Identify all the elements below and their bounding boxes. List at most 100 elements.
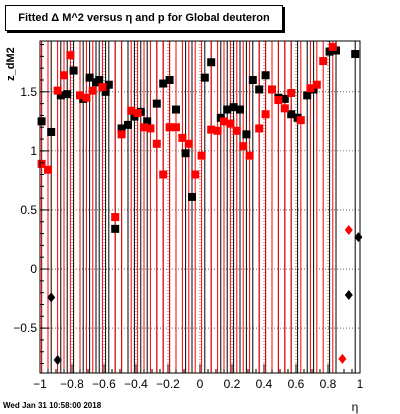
square-marker <box>220 117 228 126</box>
square-marker <box>53 86 62 95</box>
square-marker <box>66 51 75 60</box>
square-marker <box>191 170 200 179</box>
square-marker <box>188 192 196 201</box>
square-marker <box>127 106 136 115</box>
square-marker <box>117 124 126 133</box>
square-marker <box>140 123 148 132</box>
x-tick-label: −0.6 <box>92 377 116 391</box>
y-tick-label: 1.5 <box>20 85 37 99</box>
x-tick-label: 0 <box>197 377 204 391</box>
square-marker <box>274 96 283 105</box>
data-markers <box>37 42 363 366</box>
square-marker <box>181 149 190 158</box>
y-tick-label: 1 <box>30 144 37 158</box>
square-marker <box>351 49 360 58</box>
y-axis-label: z_dM2 <box>5 47 17 81</box>
x-tick-label: −1 <box>33 377 47 391</box>
y-tick-label: −0.5 <box>13 321 37 335</box>
square-marker <box>117 130 126 139</box>
square-marker <box>95 75 104 84</box>
square-marker <box>261 110 270 119</box>
square-marker <box>111 213 120 222</box>
error-bars <box>41 41 356 373</box>
square-marker <box>101 87 110 96</box>
square-marker <box>133 109 142 118</box>
square-marker <box>124 120 132 129</box>
square-marker <box>287 110 296 119</box>
square-marker <box>37 159 46 168</box>
square-marker <box>60 71 68 80</box>
x-tick-label: −0.2 <box>156 377 180 391</box>
square-marker <box>229 103 238 112</box>
square-marker <box>143 117 152 126</box>
square-marker <box>152 139 161 148</box>
square-marker <box>165 123 174 132</box>
square-marker <box>69 66 78 75</box>
square-marker <box>178 133 187 142</box>
square-marker <box>268 85 276 94</box>
x-tick-label: 0.6 <box>288 377 305 391</box>
square-marker <box>197 151 206 160</box>
diamond-marker <box>53 355 62 366</box>
x-axis-label: η <box>352 400 359 414</box>
diamond-marker <box>47 292 56 303</box>
square-marker <box>287 88 296 97</box>
square-marker <box>111 224 120 233</box>
square-marker <box>255 124 264 133</box>
square-marker <box>280 94 289 103</box>
square-marker <box>306 84 315 93</box>
y-tick-label: 0 <box>30 262 37 276</box>
square-marker <box>56 91 65 100</box>
square-marker <box>200 73 209 82</box>
square-marker <box>239 142 248 151</box>
square-marker <box>63 90 72 99</box>
square-marker <box>226 119 235 128</box>
square-marker <box>207 58 216 67</box>
square-marker <box>82 93 91 102</box>
x-tick-label: −0.4 <box>124 377 148 391</box>
square-marker <box>47 127 56 136</box>
x-tick-label: −0.8 <box>60 377 84 391</box>
diamond-marker <box>344 225 353 236</box>
square-marker <box>159 170 168 179</box>
x-tick-label: 0.4 <box>256 377 273 391</box>
square-marker <box>223 105 232 114</box>
square-marker <box>104 80 113 89</box>
square-marker <box>146 124 155 133</box>
chart-title-box: Fitted Δ M^2 versus η and p for Global d… <box>5 5 283 31</box>
square-marker <box>242 130 251 139</box>
square-marker <box>296 116 305 125</box>
square-marker <box>44 165 52 174</box>
square-marker <box>37 117 46 126</box>
square-marker <box>280 104 289 113</box>
square-marker <box>88 86 97 95</box>
chart-title: Fitted Δ M^2 versus η and p for Global d… <box>18 12 270 24</box>
square-marker <box>261 71 270 80</box>
timestamp: Wed Jan 31 10:58:00 2018 <box>3 401 102 410</box>
square-marker <box>85 73 94 82</box>
square-marker <box>255 85 264 94</box>
square-marker <box>172 123 180 132</box>
x-tick-label: 0.8 <box>320 377 337 391</box>
square-marker <box>236 105 244 114</box>
square-marker <box>159 79 168 88</box>
grid-lines <box>39 41 361 373</box>
square-marker <box>232 126 241 135</box>
x-tick-label: 1 <box>357 377 364 391</box>
square-marker <box>207 125 216 134</box>
square-marker <box>98 83 107 92</box>
square-marker <box>213 126 222 135</box>
square-marker <box>248 75 257 84</box>
square-marker <box>184 139 193 148</box>
diamond-marker <box>338 353 347 364</box>
square-marker <box>152 99 161 108</box>
square-marker <box>325 47 334 56</box>
square-marker <box>319 57 328 66</box>
square-marker <box>76 91 84 100</box>
square-marker <box>312 80 321 89</box>
axes: −1 −0.8 −0.6 −0.4 −0.2 0 0.2 0.4 0.6 0.8 1 −0.5 0 0.5… <box>13 44 364 391</box>
square-marker <box>328 42 337 51</box>
x-tick-label: 0.2 <box>224 377 241 391</box>
diamond-marker <box>344 290 353 301</box>
